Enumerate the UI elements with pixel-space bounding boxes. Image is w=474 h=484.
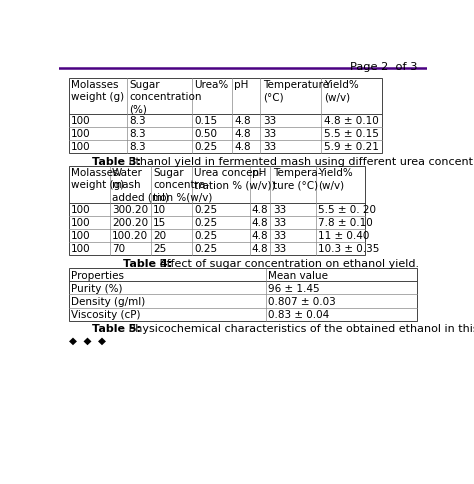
Bar [69, 268, 417, 320]
Text: 4.8: 4.8 [234, 116, 251, 126]
Text: Table 3:: Table 3: [92, 157, 141, 166]
Text: 96 ± 1.45: 96 ± 1.45 [268, 284, 319, 294]
Text: Viscosity (cP): Viscosity (cP) [71, 310, 140, 320]
Text: Urea%: Urea% [194, 80, 228, 91]
Bar [69, 78, 383, 153]
Text: 20: 20 [153, 231, 166, 242]
Text: 15: 15 [153, 218, 166, 228]
Text: 5.9 ± 0.21: 5.9 ± 0.21 [324, 142, 379, 152]
Text: Physicochemical characteristics of the obtained ethanol in this study.: Physicochemical characteristics of the o… [125, 324, 474, 334]
Text: 100: 100 [71, 244, 91, 255]
Text: 100: 100 [71, 129, 91, 139]
Text: Properties: Properties [71, 271, 124, 281]
Text: 100: 100 [71, 218, 91, 228]
Text: Page 2  of 3: Page 2 of 3 [350, 62, 417, 72]
Text: 33: 33 [273, 218, 286, 228]
Text: Water
mash
added (ml): Water mash added (ml) [112, 168, 169, 202]
Text: 4.8: 4.8 [252, 231, 268, 242]
Text: 0.25: 0.25 [194, 231, 218, 242]
Text: 4.8 ± 0.10: 4.8 ± 0.10 [324, 116, 378, 126]
Text: pH: pH [234, 80, 248, 91]
Text: pH: pH [252, 168, 266, 178]
Text: Tempera-
ture (°C): Tempera- ture (°C) [273, 168, 321, 190]
Text: 100.20: 100.20 [112, 231, 148, 242]
Text: Yield%
(w/v): Yield% (w/v) [324, 80, 358, 103]
Text: 33: 33 [263, 116, 276, 126]
Text: 0.25: 0.25 [194, 142, 217, 152]
Text: 0.25: 0.25 [194, 218, 218, 228]
Text: 25: 25 [153, 244, 166, 255]
Text: 10.3 ± 0.35: 10.3 ± 0.35 [318, 244, 380, 255]
Bar [69, 166, 365, 255]
Text: 4.8: 4.8 [252, 244, 268, 255]
Text: 8.3: 8.3 [129, 116, 146, 126]
Text: 33: 33 [263, 129, 276, 139]
Text: 100: 100 [71, 116, 91, 126]
Text: Effect of sugar concentration on ethanol yield.: Effect of sugar concentration on ethanol… [156, 259, 419, 269]
Text: Ethanol yield in fermented mash using different urea concentrations.: Ethanol yield in fermented mash using di… [125, 157, 474, 166]
Text: 0.25: 0.25 [194, 244, 218, 255]
Text: 0.807 ± 0.03: 0.807 ± 0.03 [268, 297, 336, 307]
Text: Temperature
(°C): Temperature (°C) [263, 80, 328, 103]
Text: 4.8: 4.8 [252, 218, 268, 228]
Text: ◆  ◆  ◆: ◆ ◆ ◆ [69, 336, 106, 346]
Text: 100: 100 [71, 142, 91, 152]
Text: Molasses
weight (g): Molasses weight (g) [71, 80, 124, 103]
Text: 10: 10 [153, 205, 166, 215]
Text: 33: 33 [263, 142, 276, 152]
Text: 4.8: 4.8 [252, 205, 268, 215]
Text: Sugar
concentration
(%): Sugar concentration (%) [129, 80, 202, 114]
Text: 8.3: 8.3 [129, 129, 146, 139]
Text: 0.15: 0.15 [194, 116, 217, 126]
Text: Table 4:: Table 4: [123, 259, 172, 269]
Text: 33: 33 [273, 205, 286, 215]
Text: Mean value: Mean value [268, 271, 328, 281]
Text: 0.50: 0.50 [194, 129, 217, 139]
Text: 4.8: 4.8 [234, 142, 251, 152]
Text: 0.83 ± 0.04: 0.83 ± 0.04 [268, 310, 329, 320]
Text: Yield%
(w/v): Yield% (w/v) [318, 168, 353, 190]
Text: 4.8: 4.8 [234, 129, 251, 139]
Text: 0.25: 0.25 [194, 205, 218, 215]
Text: 5.5 ± 0. 20: 5.5 ± 0. 20 [318, 205, 376, 215]
Text: 11 ± 0.40: 11 ± 0.40 [318, 231, 370, 242]
Text: 33: 33 [273, 244, 286, 255]
Text: Density (g/ml): Density (g/ml) [71, 297, 145, 307]
Text: 200.20: 200.20 [112, 218, 148, 228]
Text: Purity (%): Purity (%) [71, 284, 122, 294]
Text: 8.3: 8.3 [129, 142, 146, 152]
Text: Urea concen-
tration % (w/v)): Urea concen- tration % (w/v)) [194, 168, 276, 190]
Text: Table 5:: Table 5: [92, 324, 141, 334]
Text: 70: 70 [112, 244, 125, 255]
Text: 100: 100 [71, 231, 91, 242]
Text: 7.8 ± 0.10: 7.8 ± 0.10 [318, 218, 373, 228]
Text: Molasses
weight (g): Molasses weight (g) [71, 168, 124, 190]
Text: 33: 33 [273, 231, 286, 242]
Text: 100: 100 [71, 205, 91, 215]
Text: Sugar
concentra-
tion %(w/v): Sugar concentra- tion %(w/v) [153, 168, 212, 202]
Text: 5.5 ± 0.15: 5.5 ± 0.15 [324, 129, 379, 139]
Text: 300.20: 300.20 [112, 205, 148, 215]
